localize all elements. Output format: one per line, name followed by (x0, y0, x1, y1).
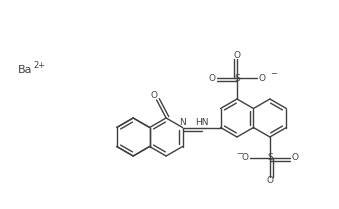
Text: −: − (270, 70, 277, 79)
Text: HN: HN (195, 118, 208, 127)
Text: N: N (179, 118, 186, 127)
Text: O: O (258, 74, 265, 83)
Text: 2+: 2+ (33, 60, 45, 70)
Text: Ba: Ba (18, 65, 33, 75)
Text: O: O (208, 74, 216, 83)
Text: O: O (241, 153, 248, 162)
Text: O: O (291, 153, 298, 162)
Text: O: O (234, 51, 240, 60)
Text: O: O (150, 92, 157, 101)
Text: O: O (266, 176, 274, 185)
Text: S: S (234, 74, 240, 83)
Text: S: S (267, 153, 273, 162)
Text: −: − (236, 149, 243, 158)
